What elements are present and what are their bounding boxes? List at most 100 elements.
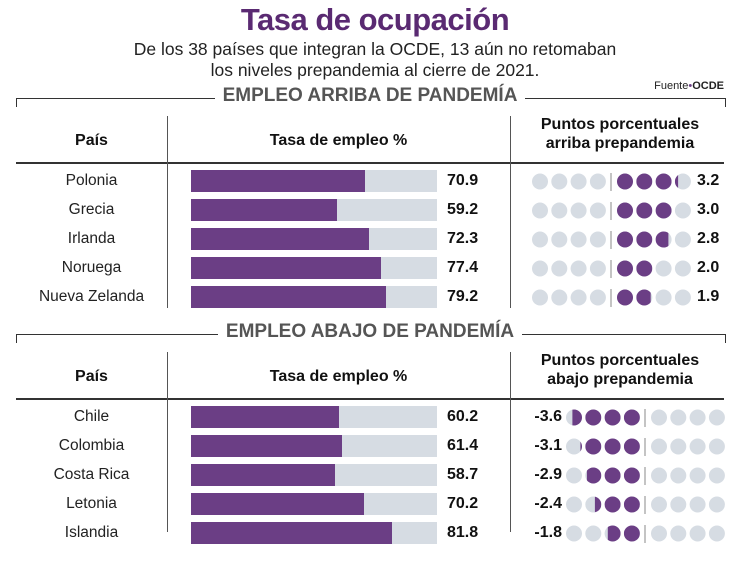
rate-value: 77.4 [447,259,479,276]
dot [532,289,548,306]
dot [689,467,706,484]
column-divider [510,116,511,308]
dot [651,467,667,484]
column-header-rate: Tasa de empleo % [269,132,408,149]
dot [670,438,687,455]
points-dots [532,173,691,191]
country-name: Irlanda [67,230,116,247]
rate-bar-fill [191,199,337,221]
country-name: Colombia [58,437,125,454]
table-row: Grecia 59.2 3.0 [0,196,750,225]
rate-bar-fill [191,170,366,192]
dot [651,438,667,455]
dot [566,496,582,513]
column-header-country: País [75,368,108,385]
dot [551,173,568,190]
dot [570,202,587,219]
section-title-wrap: EMPLEO ABAJO DE PANDEMÍA [0,321,740,343]
country-name: Polonia [65,172,118,189]
dot-fill [623,438,640,455]
dot-fill [623,409,640,426]
dot [566,467,582,484]
points-dots [566,467,725,485]
dot [655,260,672,277]
dot [708,496,725,513]
dot-fill [636,173,653,190]
column-divider [167,116,168,308]
rate-bar-track [191,286,437,308]
dot-fill [586,467,602,484]
dot-fill [623,467,640,484]
dot [570,173,587,190]
rate-value: 79.2 [447,288,479,305]
dot [670,409,687,426]
rate-value: 70.9 [447,172,479,189]
rate-bar-track [191,228,437,250]
rate-bar-fill [191,228,369,250]
rate-value: 60.2 [447,408,479,425]
dot-fill [617,260,633,277]
dot [674,173,691,190]
dot [570,260,587,277]
dot [651,496,667,513]
dot-fill [636,260,653,277]
points-value: -2.9 [534,466,562,483]
dot [674,260,691,277]
dot-fill [674,175,679,188]
column-header-points: Puntos porcentuales arriba prepandemia [540,116,700,152]
dot [670,525,687,542]
rate-value: 58.7 [447,466,479,483]
dot [689,496,706,513]
table-row: Chile 60.2 -3.6 [0,403,750,432]
dot [570,231,587,248]
points-value: -1.8 [534,524,562,541]
dot [589,202,606,219]
points-value: -3.6 [534,408,562,425]
rate-bar-track [191,406,437,428]
column-divider [510,352,511,532]
rate-value: 61.4 [447,437,479,454]
dot-fill [636,202,653,219]
dot-fill [636,231,653,248]
dot-fill [655,202,672,219]
table-row: Costa Rica 58.7 -2.9 [0,461,750,490]
points-value: 2.0 [697,259,720,276]
dot-fill [604,467,621,484]
header-divider [16,162,724,164]
dot-fill [636,289,651,306]
country-name: Costa Rica [53,466,130,483]
country-name: Letonia [66,495,117,512]
dot [589,260,606,277]
points-dots [566,409,725,427]
dot-fill [655,173,672,190]
dot [689,525,706,542]
dot [708,525,725,542]
dot [551,202,568,219]
points-value: -3.1 [534,437,562,454]
dot [708,467,725,484]
section-title: EMPLEO ABAJO DE PANDEMÍA [217,321,523,342]
dot [585,525,602,542]
dot [708,438,725,455]
dot [566,438,582,455]
points-value: 2.8 [697,230,720,247]
dot [651,409,667,426]
points-dots [532,289,691,307]
dot [551,289,568,306]
points-dots [566,525,725,543]
subtitle-line-2: los niveles prepandemia al cierre de 202… [210,60,540,80]
dot-fill [623,525,640,542]
table-row: Polonia 70.9 3.2 [0,167,750,196]
dot [532,231,548,248]
points-dots [566,438,725,456]
dot [551,231,568,248]
rate-bar-track [191,257,437,279]
dot [708,409,725,426]
dot [651,525,667,542]
column-divider [167,352,168,532]
points-value: 3.0 [697,201,720,218]
dot [551,260,568,277]
country-name: Nueva Zelanda [38,288,145,305]
dot-fill [655,231,669,248]
points-dots [532,202,691,220]
